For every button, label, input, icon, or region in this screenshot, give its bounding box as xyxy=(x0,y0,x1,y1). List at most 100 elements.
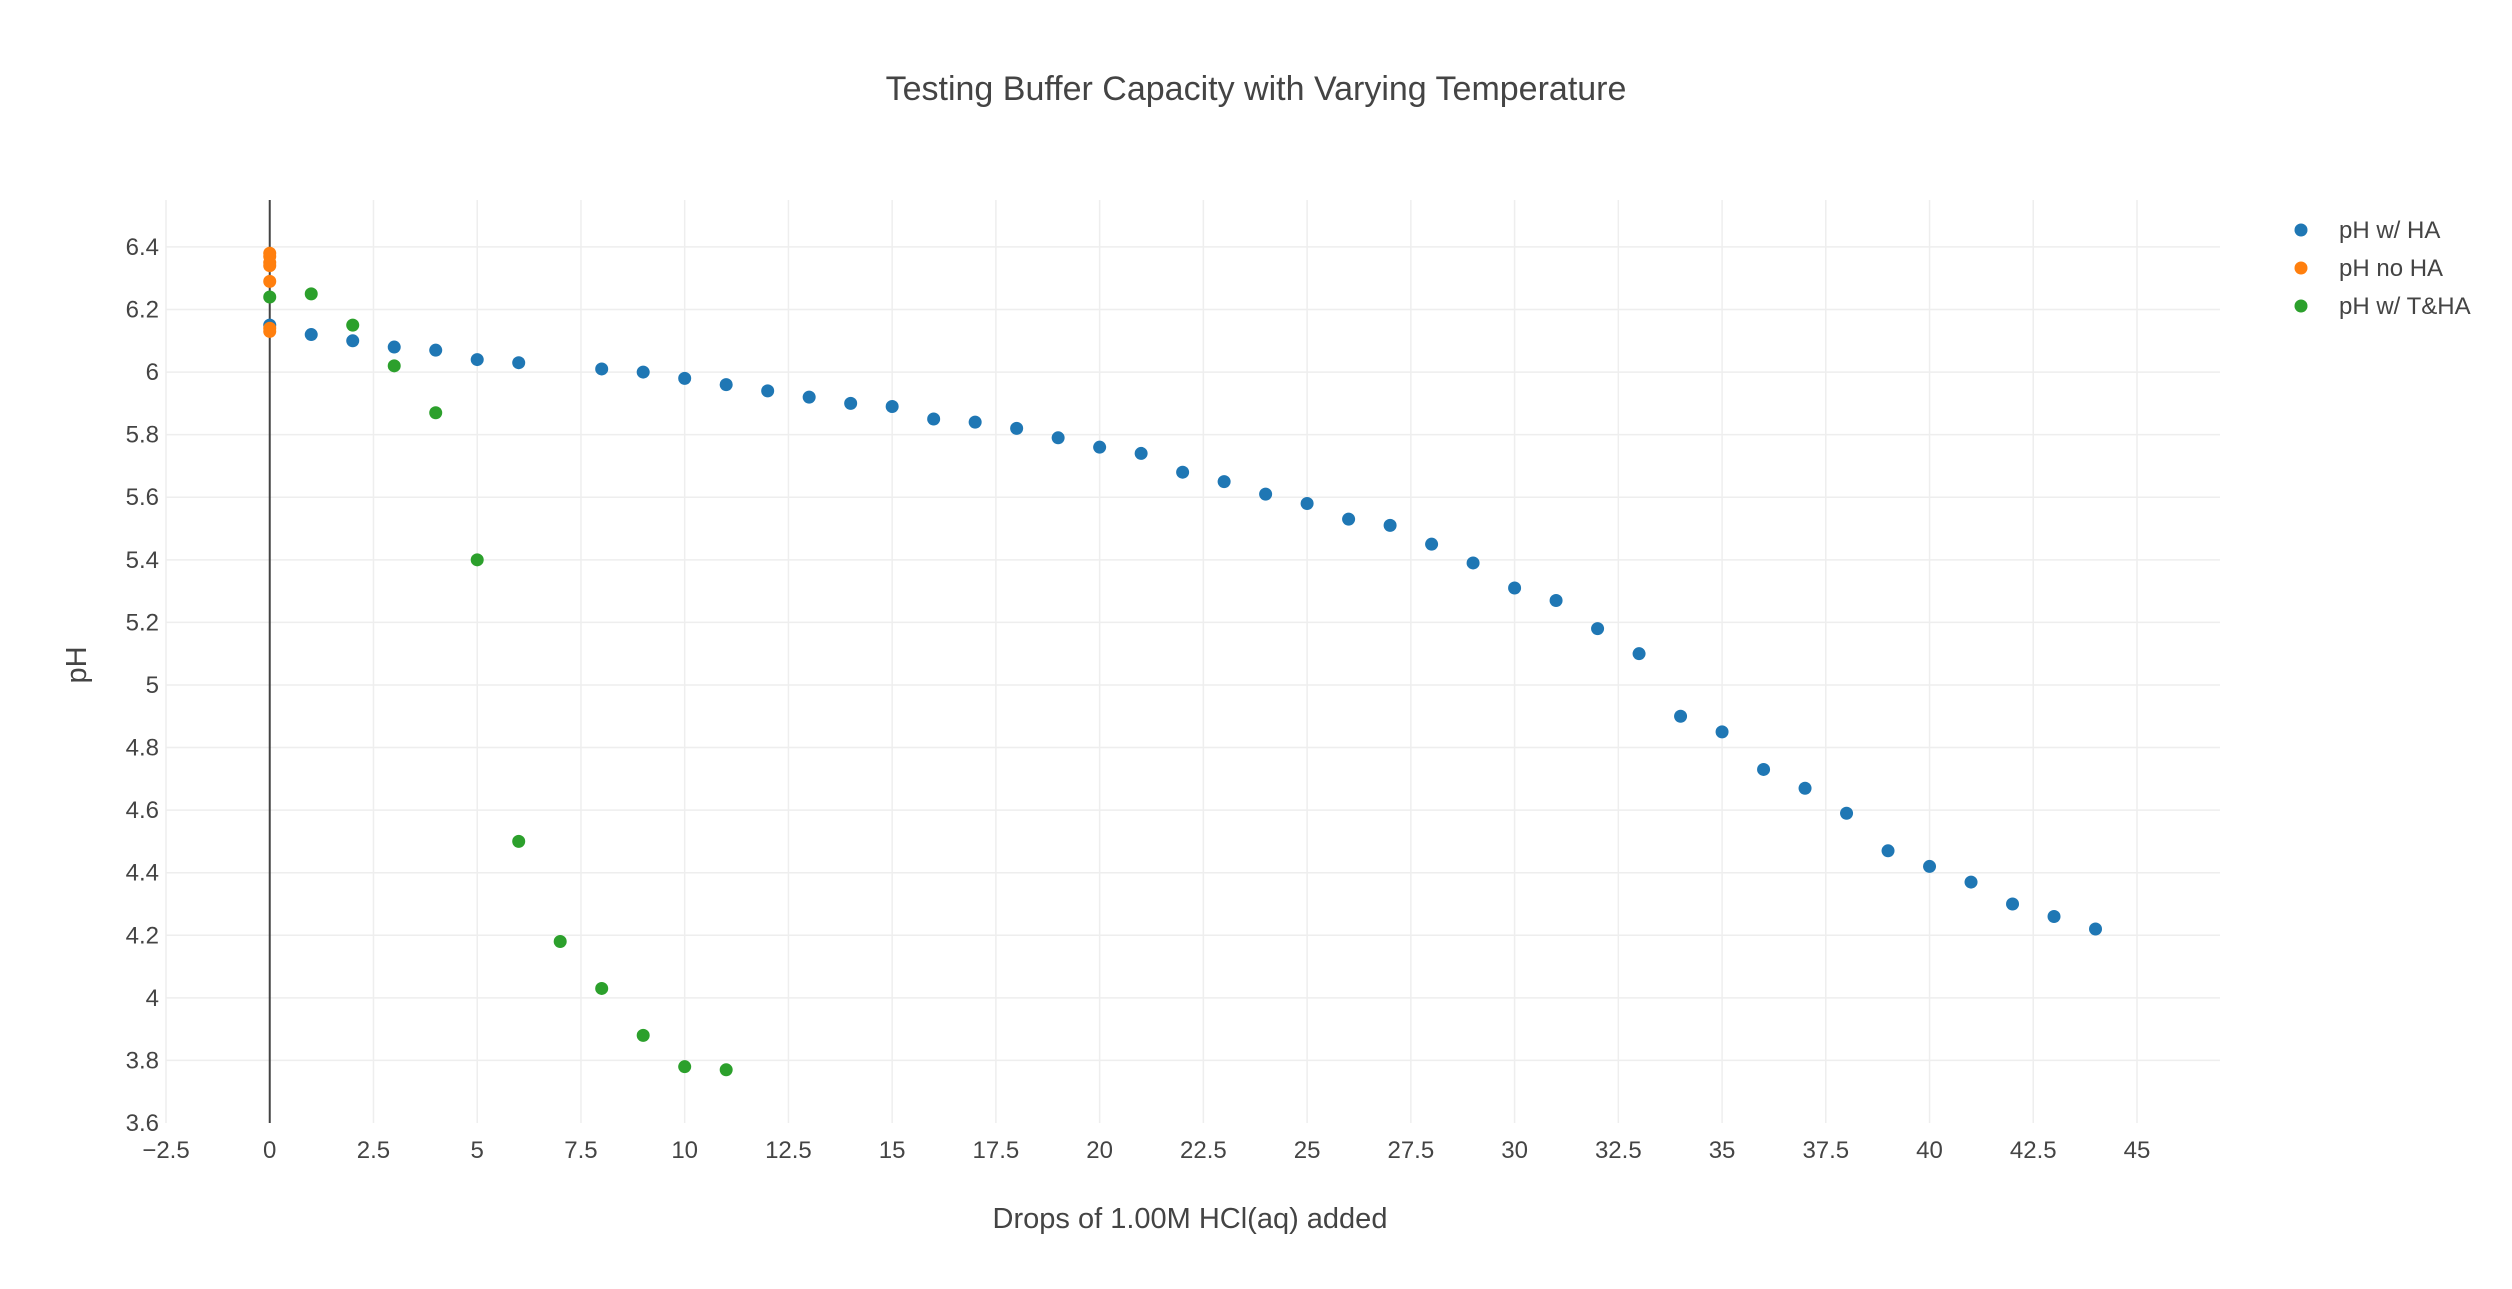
legend-item[interactable]: pH w/ T&HA xyxy=(2294,293,2471,320)
legend-marker xyxy=(2294,261,2308,275)
data-point[interactable] xyxy=(2089,922,2103,936)
data-point[interactable] xyxy=(512,834,526,848)
data-points-layer[interactable] xyxy=(263,246,2103,1077)
data-point[interactable] xyxy=(470,353,484,367)
x-tick-label: 7.5 xyxy=(564,1137,597,1164)
x-tick-label: 17.5 xyxy=(973,1137,1020,1164)
data-point[interactable] xyxy=(263,259,277,273)
data-point[interactable] xyxy=(1134,446,1148,460)
data-point[interactable] xyxy=(1840,806,1854,820)
data-point[interactable] xyxy=(927,412,941,426)
data-point[interactable] xyxy=(595,981,609,995)
x-axis-label: Drops of 1.00M HCl(aq) added xyxy=(993,1203,1388,1235)
data-point[interactable] xyxy=(1964,875,1978,889)
y-tick-label: 3.6 xyxy=(126,1110,159,1137)
x-tick-label: 25 xyxy=(1294,1137,1321,1164)
y-tick-label: 5.8 xyxy=(126,422,159,449)
data-point[interactable] xyxy=(1757,762,1771,776)
data-point[interactable] xyxy=(553,935,567,949)
data-point[interactable] xyxy=(1923,859,1937,873)
x-tick-label: 12.5 xyxy=(765,1137,812,1164)
data-point[interactable] xyxy=(1549,593,1563,607)
data-point[interactable] xyxy=(1259,487,1273,501)
y-tick-label: 5.6 xyxy=(126,484,159,511)
data-point[interactable] xyxy=(2006,897,2020,911)
data-point[interactable] xyxy=(1300,496,1314,510)
data-point[interactable] xyxy=(844,396,858,410)
data-point[interactable] xyxy=(470,553,484,567)
y-tick-label: 6.4 xyxy=(126,234,159,261)
chart-title: Testing Buffer Capacity with Varying Tem… xyxy=(886,70,1627,108)
legend-marker xyxy=(2294,223,2308,237)
data-point[interactable] xyxy=(678,371,692,385)
legend-label: pH no HA xyxy=(2339,255,2443,282)
data-point[interactable] xyxy=(1466,556,1480,570)
data-point[interactable] xyxy=(1674,709,1688,723)
x-tick-label: −2.5 xyxy=(142,1137,189,1164)
data-point[interactable] xyxy=(346,334,360,348)
x-tick-label: 15 xyxy=(879,1137,906,1164)
data-point[interactable] xyxy=(1425,537,1439,551)
y-tick-label: 5.4 xyxy=(126,547,159,574)
data-point[interactable] xyxy=(1508,581,1522,595)
data-point[interactable] xyxy=(346,318,360,332)
data-point[interactable] xyxy=(2047,909,2061,923)
data-point[interactable] xyxy=(387,340,401,354)
data-point[interactable] xyxy=(885,400,899,414)
data-point[interactable] xyxy=(263,290,277,304)
data-point[interactable] xyxy=(802,390,816,404)
x-tick-label: 10 xyxy=(671,1137,698,1164)
data-point[interactable] xyxy=(1217,475,1231,489)
x-tick-label: 30 xyxy=(1501,1137,1528,1164)
x-tick-label: 22.5 xyxy=(1180,1137,1227,1164)
series-1[interactable] xyxy=(263,246,277,338)
series-2[interactable] xyxy=(263,287,733,1077)
series-0[interactable] xyxy=(263,318,2103,936)
data-point[interactable] xyxy=(595,362,609,376)
grid-layer xyxy=(165,200,2220,1123)
data-point[interactable] xyxy=(636,365,650,379)
data-point[interactable] xyxy=(1093,440,1107,454)
data-point[interactable] xyxy=(263,324,277,338)
data-point[interactable] xyxy=(512,356,526,370)
y-tick-label: 4.8 xyxy=(126,735,159,762)
data-point[interactable] xyxy=(429,406,443,420)
data-point[interactable] xyxy=(968,415,982,429)
data-point[interactable] xyxy=(1176,465,1190,479)
data-point[interactable] xyxy=(387,359,401,373)
x-tick-label: 37.5 xyxy=(1802,1137,1849,1164)
data-point[interactable] xyxy=(304,287,318,301)
data-point[interactable] xyxy=(1010,421,1024,435)
data-point[interactable] xyxy=(678,1060,692,1074)
data-point[interactable] xyxy=(304,328,318,342)
data-point[interactable] xyxy=(429,343,443,357)
x-tick-label: 42.5 xyxy=(2010,1137,2057,1164)
x-tick-label: 40 xyxy=(1916,1137,1943,1164)
legend[interactable]: pH w/ HA pH no HA pH w/ T&HA xyxy=(2294,217,2471,320)
legend-item[interactable]: pH w/ HA xyxy=(2294,217,2441,244)
x-tick-label: 45 xyxy=(2124,1137,2151,1164)
data-point[interactable] xyxy=(1881,844,1895,858)
x-tick-label: 20 xyxy=(1086,1137,1113,1164)
data-point[interactable] xyxy=(1591,622,1605,636)
data-point[interactable] xyxy=(1715,725,1729,739)
y-tick-label: 4.4 xyxy=(126,860,159,887)
data-point[interactable] xyxy=(263,274,277,288)
y-tick-label: 5.2 xyxy=(126,609,159,636)
data-point[interactable] xyxy=(1632,647,1646,661)
y-tick-label: 4 xyxy=(146,985,159,1012)
y-tick-label: 6 xyxy=(146,359,159,386)
data-point[interactable] xyxy=(719,378,733,392)
y-tick-label: 4.2 xyxy=(126,922,159,949)
data-point[interactable] xyxy=(1051,431,1065,445)
data-point[interactable] xyxy=(719,1063,733,1077)
x-tick-label: 0 xyxy=(263,1137,276,1164)
data-point[interactable] xyxy=(1383,518,1397,532)
data-point[interactable] xyxy=(636,1028,650,1042)
data-point[interactable] xyxy=(761,384,775,398)
data-point[interactable] xyxy=(1342,512,1356,526)
legend-item[interactable]: pH no HA xyxy=(2294,255,2444,282)
data-point[interactable] xyxy=(1798,781,1812,795)
legend-label: pH w/ T&HA xyxy=(2339,293,2471,320)
